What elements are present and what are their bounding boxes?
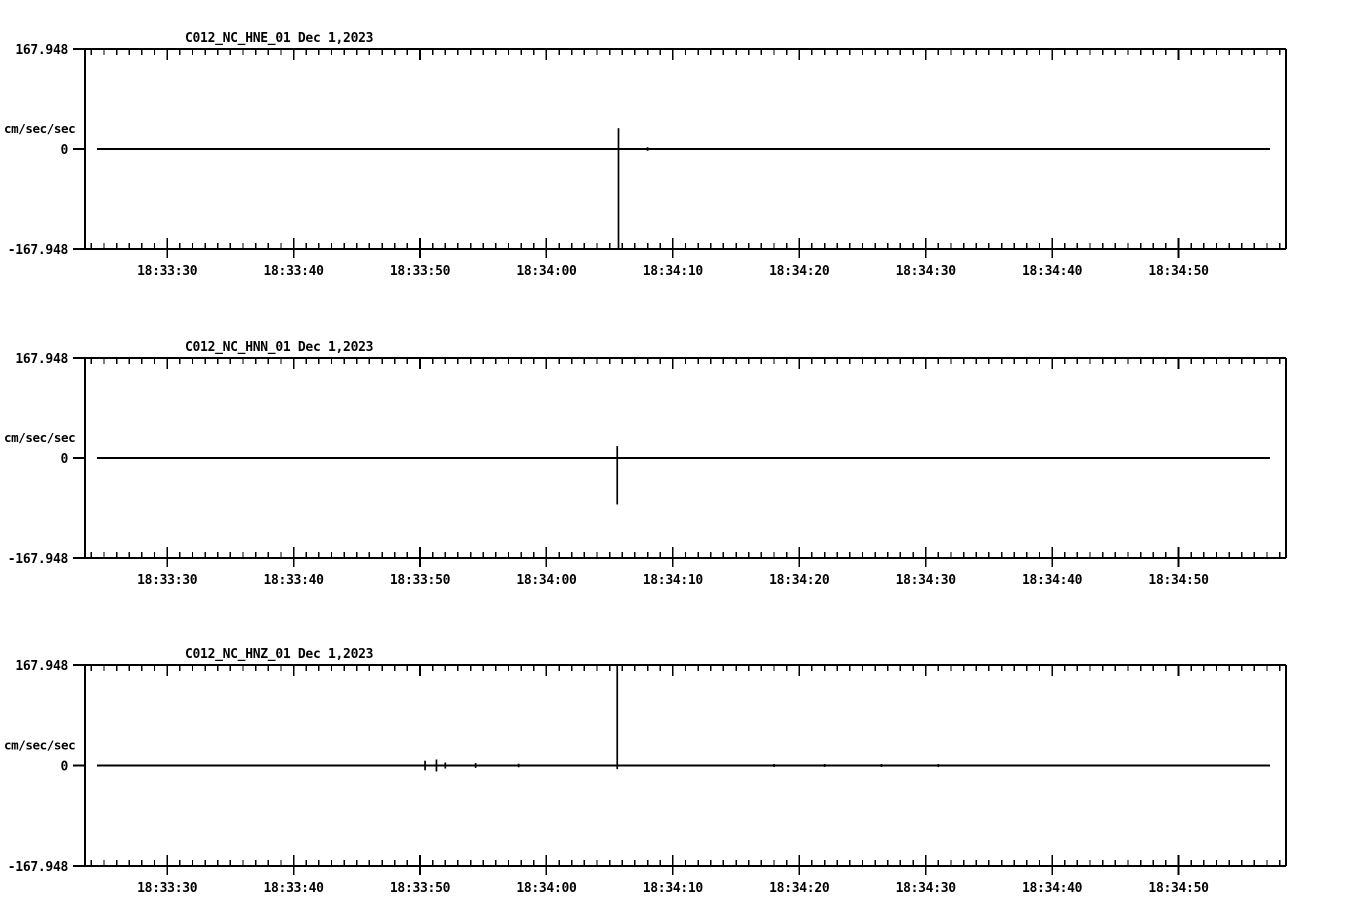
x-tick-label: 18:34:10: [643, 573, 704, 588]
x-tick-label: 18:34:20: [769, 264, 830, 279]
panel-title: C012_NC_HNN_01 Dec 1,2023: [185, 340, 373, 355]
y-tick-label-ytick_mid: 0: [60, 760, 68, 775]
x-tick-label: 18:34:50: [1148, 881, 1209, 896]
y-tick-label-ytick_bottom: -167.948: [8, 552, 69, 567]
y-tick-label-ytick_mid: 0: [60, 452, 68, 467]
panel-title: C012_NC_HNE_01 Dec 1,2023: [185, 31, 373, 46]
waveform-trace: [97, 128, 1270, 249]
x-tick-label: 18:34:30: [896, 573, 957, 588]
axis-ticks: [73, 48, 1281, 258]
x-tick-label: 18:34:50: [1148, 573, 1209, 588]
x-tick-label: 18:34:20: [769, 881, 830, 896]
x-tick-label: 18:34:30: [896, 881, 957, 896]
axis-ticks: [73, 664, 1281, 875]
y-tick-label-ytick_bottom: -167.948: [8, 860, 69, 875]
x-tick-label: 18:33:40: [263, 264, 324, 279]
x-tick-label: 18:33:30: [137, 264, 198, 279]
x-tick-label: 18:34:40: [1022, 573, 1083, 588]
axis-ticks: [73, 357, 1281, 567]
x-tick-label: 18:33:30: [137, 881, 198, 896]
panel-hne-canvas: C012_NC_HNE_01 Dec 1,2023 167.948 0 -167.94…: [4, 31, 1287, 279]
waveform-trace: [97, 446, 1270, 505]
x-tick-label: 18:34:30: [896, 264, 957, 279]
y-axis-unit-label: cm/sec/sec: [4, 430, 75, 445]
x-tick-label: 18:34:40: [1022, 264, 1083, 279]
panel-hne: C012_NC_HNE_01 Dec 1,2023 167.948 0 -167.94…: [0, 27, 1358, 284]
y-axis-unit-label: cm/sec/sec: [4, 121, 75, 136]
x-tick-label: 18:34:10: [643, 881, 704, 896]
x-tick-label: 18:33:30: [137, 573, 198, 588]
y-tick-label-ytick_bottom: -167.948: [8, 243, 69, 258]
y-tick-label-ytick_mid: 0: [60, 143, 68, 158]
panel-hnz-canvas: C012_NC_HNZ_01 Dec 1,2023 167.948 0 -167.94…: [4, 647, 1287, 896]
x-tick-label: 18:34:20: [769, 573, 830, 588]
panel-hnz: C012_NC_HNZ_01 Dec 1,2023 167.948 0 -167.94…: [0, 643, 1358, 901]
x-tick-label: 18:34:50: [1148, 264, 1209, 279]
x-tick-label: 18:34:00: [516, 881, 577, 896]
x-tick-label: 18:34:40: [1022, 881, 1083, 896]
x-tick-label: 18:33:50: [390, 881, 451, 896]
y-tick-label-ytick_top: 167.948: [15, 659, 68, 674]
panel-hnn: C012_NC_HNN_01 Dec 1,2023 167.948 0 -167.94…: [0, 336, 1358, 593]
panel-hnn-canvas: C012_NC_HNN_01 Dec 1,2023 167.948 0 -167.94…: [4, 340, 1287, 588]
y-tick-label-ytick_top: 167.948: [15, 43, 68, 58]
x-tick-label: 18:33:40: [263, 573, 324, 588]
x-tick-label: 18:33:50: [390, 573, 451, 588]
x-tick-label: 18:34:00: [516, 573, 577, 588]
x-tick-label: 18:34:00: [516, 264, 577, 279]
x-tick-label: 18:34:10: [643, 264, 704, 279]
y-axis-unit-label: cm/sec/sec: [4, 738, 75, 753]
panel-title: C012_NC_HNZ_01 Dec 1,2023: [185, 647, 373, 662]
waveform-trace: [97, 665, 1270, 772]
x-tick-label: 18:33:50: [390, 264, 451, 279]
x-tick-label: 18:33:40: [263, 881, 324, 896]
y-tick-label-ytick_top: 167.948: [15, 352, 68, 367]
